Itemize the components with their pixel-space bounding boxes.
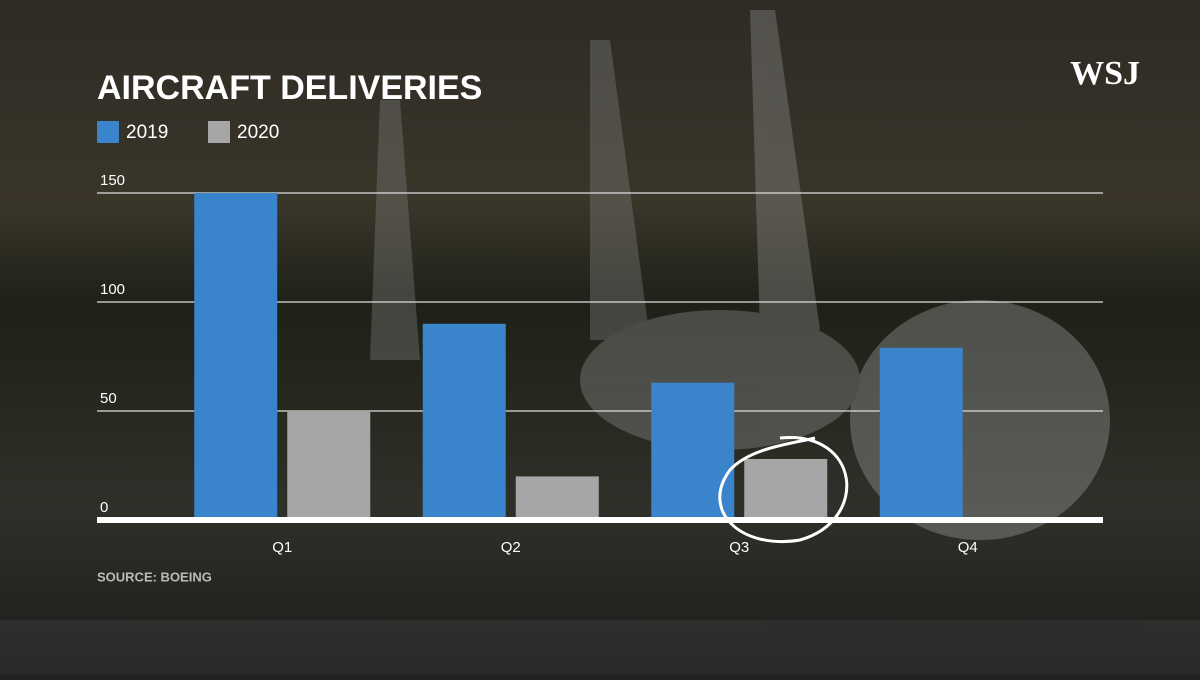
source-note: SOURCE: BOEING	[97, 569, 212, 584]
y-tick-label: 150	[100, 172, 125, 189]
bar	[744, 458, 828, 520]
legend-swatch	[97, 121, 119, 143]
x-tick-label: Q1	[272, 539, 292, 556]
x-tick-label: Q3	[729, 539, 749, 556]
bar	[287, 411, 371, 520]
x-tick-label: Q4	[958, 539, 978, 556]
y-tick-label: 0	[100, 499, 108, 516]
legend-label: 2019	[126, 122, 168, 143]
y-tick-label: 50	[100, 390, 117, 407]
legend-swatch	[208, 121, 230, 143]
bar	[651, 382, 735, 520]
brand-logo: WSJ	[1070, 55, 1140, 92]
legend-label: 2020	[237, 122, 279, 143]
background-planes	[0, 10, 1200, 675]
bar	[879, 347, 963, 520]
x-tick-label: Q2	[501, 539, 521, 556]
y-tick-label: 100	[100, 281, 125, 298]
annotation-circle	[718, 436, 849, 543]
chart-title: AIRCRAFT DELIVERIES	[97, 69, 482, 107]
bar	[515, 476, 599, 520]
bar	[194, 193, 278, 520]
bar	[422, 323, 506, 520]
